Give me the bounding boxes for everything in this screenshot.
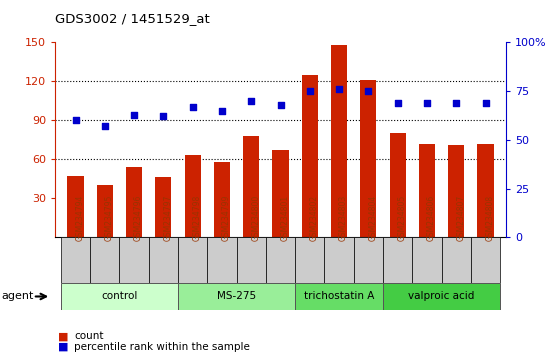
Bar — [178, 237, 207, 283]
Bar — [442, 237, 471, 283]
Bar — [266, 237, 295, 283]
Text: trichostatin A: trichostatin A — [304, 291, 374, 302]
Text: GSM234799: GSM234799 — [222, 194, 231, 241]
Text: valproic acid: valproic acid — [409, 291, 475, 302]
Point — [247, 98, 256, 104]
Point — [422, 100, 431, 105]
Bar — [477, 144, 493, 237]
Point — [71, 118, 80, 123]
Bar — [185, 155, 201, 237]
Point — [276, 102, 285, 108]
Text: control: control — [101, 291, 138, 302]
Point — [188, 104, 197, 109]
Text: MS-275: MS-275 — [217, 291, 256, 302]
Text: GSM234807: GSM234807 — [456, 195, 465, 241]
Bar — [302, 75, 318, 237]
Bar — [97, 185, 113, 237]
Text: count: count — [74, 331, 104, 341]
Point — [364, 88, 373, 94]
Bar — [419, 144, 435, 237]
Bar — [126, 167, 142, 237]
Point — [130, 112, 139, 117]
Point — [334, 86, 343, 92]
Bar — [412, 237, 442, 283]
Bar — [331, 45, 347, 237]
Bar — [471, 237, 500, 283]
Text: GSM234802: GSM234802 — [310, 195, 319, 241]
Text: GSM234800: GSM234800 — [251, 195, 260, 241]
Bar — [389, 133, 406, 237]
Text: GSM234796: GSM234796 — [134, 194, 143, 241]
Text: GSM234808: GSM234808 — [486, 195, 494, 241]
Bar — [148, 237, 178, 283]
Point — [218, 108, 227, 113]
Text: agent: agent — [2, 291, 34, 302]
Text: GSM234804: GSM234804 — [368, 195, 377, 241]
Bar — [324, 237, 354, 283]
Bar — [295, 237, 324, 283]
Text: ■: ■ — [58, 342, 68, 352]
Bar — [272, 150, 289, 237]
Point — [101, 123, 109, 129]
Point — [481, 100, 490, 105]
Bar — [236, 237, 266, 283]
Bar — [448, 145, 464, 237]
Text: GSM234794: GSM234794 — [75, 194, 85, 241]
Bar — [207, 237, 236, 283]
Text: GSM234806: GSM234806 — [427, 195, 436, 241]
Bar — [383, 283, 500, 310]
Bar — [354, 237, 383, 283]
Text: GSM234795: GSM234795 — [105, 194, 114, 241]
Bar — [360, 80, 376, 237]
Bar — [243, 136, 259, 237]
Bar — [155, 177, 172, 237]
Point — [305, 88, 314, 94]
Bar — [295, 283, 383, 310]
Point — [393, 100, 402, 105]
Text: GDS3002 / 1451529_at: GDS3002 / 1451529_at — [55, 12, 210, 25]
Bar — [90, 237, 119, 283]
Bar — [119, 237, 148, 283]
Bar — [61, 283, 178, 310]
Text: GSM234801: GSM234801 — [280, 195, 289, 241]
Bar — [68, 176, 84, 237]
Text: GSM234797: GSM234797 — [163, 194, 172, 241]
Point — [159, 114, 168, 119]
Bar — [61, 237, 90, 283]
Text: percentile rank within the sample: percentile rank within the sample — [74, 342, 250, 352]
Bar — [383, 237, 412, 283]
Bar — [178, 283, 295, 310]
Text: GSM234798: GSM234798 — [192, 195, 202, 241]
Point — [452, 100, 460, 105]
Bar — [214, 162, 230, 237]
Text: ■: ■ — [58, 331, 68, 341]
Text: GSM234805: GSM234805 — [398, 195, 406, 241]
Text: GSM234803: GSM234803 — [339, 195, 348, 241]
